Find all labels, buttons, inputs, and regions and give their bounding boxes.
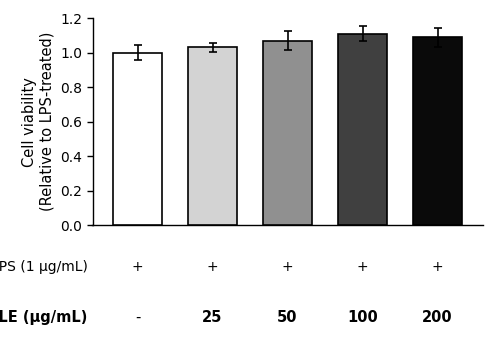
Bar — [188, 48, 237, 225]
Text: +: + — [432, 260, 444, 274]
Bar — [113, 53, 162, 225]
Text: 200: 200 — [422, 310, 453, 325]
Bar — [338, 34, 387, 225]
Text: ALE (μg/mL): ALE (μg/mL) — [0, 310, 88, 325]
Y-axis label: Cell viability
(Relative to LPS-treated): Cell viability (Relative to LPS-treated) — [22, 32, 54, 211]
Text: -: - — [135, 310, 140, 325]
Text: +: + — [282, 260, 294, 274]
Text: 50: 50 — [278, 310, 298, 325]
Text: 25: 25 — [202, 310, 222, 325]
Bar — [263, 41, 312, 225]
Text: +: + — [206, 260, 218, 274]
Text: +: + — [132, 260, 143, 274]
Bar — [413, 37, 462, 225]
Text: LPS (1 μg/mL): LPS (1 μg/mL) — [0, 260, 88, 274]
Text: +: + — [356, 260, 368, 274]
Text: 100: 100 — [347, 310, 378, 325]
